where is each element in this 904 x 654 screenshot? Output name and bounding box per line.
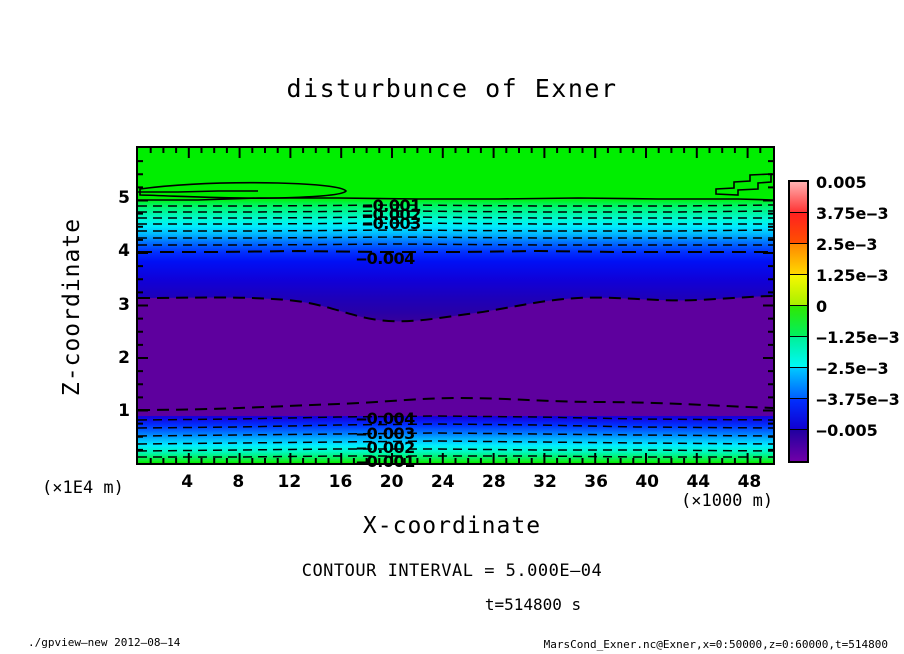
colorbar-tick-label: ‒2.5e‒3 [816,359,889,378]
x-tick-label: 32 [533,472,557,492]
contour-value-label: ‒0.004 [356,249,415,268]
x-tick-label: 16 [328,472,353,492]
x-tick-label: 44 [686,472,711,492]
y-tick-label: 5 [118,188,130,209]
y-tick-label: 3 [118,294,130,315]
footer-dataset-info: MarsCond_Exner.nc@Exner,x=0:50000,z=0:60… [543,638,888,651]
contour-value-label: ‒0.003 [356,424,415,443]
contour-value-label: ‒0.001 [362,196,421,215]
colorbar[interactable] [788,180,809,463]
y-tick-label: 2 [118,347,130,368]
colorbar-band [790,430,807,461]
timestamp-note: t=514800 s [484,595,582,614]
contour-interval-note: CONTOUR INTERVAL = 5.000E‒04 [301,561,603,581]
colorbar-tick-label: 0 [816,297,828,316]
colorbar-tick-label: 0.005 [816,173,867,192]
dashed-contours-upper [138,204,773,323]
contour-plot-area[interactable] [136,146,775,465]
colorbar-band [790,399,807,430]
contour-field [138,148,773,463]
colorbar-band [790,306,807,337]
contour-value-label: ‒0.001 [356,452,415,471]
contour-value-label: ‒0.004 [356,409,415,428]
x-axis-title: X-coordinate [362,513,542,539]
x-tick-label: 36 [584,472,608,492]
colorbar-tick-label: 3.75e‒3 [816,204,889,223]
frame-ticks [138,148,773,463]
x-tick-label: 48 [737,472,762,492]
y-axis-title: Z-coordinate [59,217,85,397]
colorbar-band [790,337,807,368]
x-tick-label: 12 [277,472,302,492]
contour-value-label: ‒0.002 [362,205,421,224]
contour-value-label: ‒0.003 [362,214,421,233]
y-tick-label: 1 [118,400,130,421]
colorbar-tick-label: ‒0.005 [816,421,878,440]
dashed-contours-lower [138,396,773,458]
footer-command: ./gpview‒new 2012‒08‒14 [28,636,181,649]
y-tick-label: 4 [118,241,130,262]
y-axis-unit-label: (×1E4 m) [42,478,124,498]
contour-value-label: ‒0.002 [356,438,415,457]
colorbar-tick-label: 2.5e‒3 [816,235,878,254]
colorbar-tick-label: ‒1.25e‒3 [816,328,900,347]
x-tick-label: 40 [635,472,660,492]
x-tick-label: 24 [430,472,455,492]
page-title: disturbunce of Exner [286,74,618,103]
purple-core-region [138,296,773,416]
colorbar-tick-label: 1.25e‒3 [816,266,889,285]
colorbar-band [790,244,807,275]
solid-contours [138,173,773,201]
x-tick-label: 28 [481,472,506,492]
x-tick-label: 20 [379,472,404,492]
colorbar-band [790,275,807,306]
colorbar-band [790,368,807,399]
x-tick-label: 4 [181,472,194,492]
colorbar-band [790,182,807,213]
x-axis-unit-label: (×1000 m) [681,491,774,511]
x-tick-label: 8 [232,472,245,492]
colorbar-tick-label: ‒3.75e‒3 [816,390,900,409]
colorbar-band [790,213,807,244]
